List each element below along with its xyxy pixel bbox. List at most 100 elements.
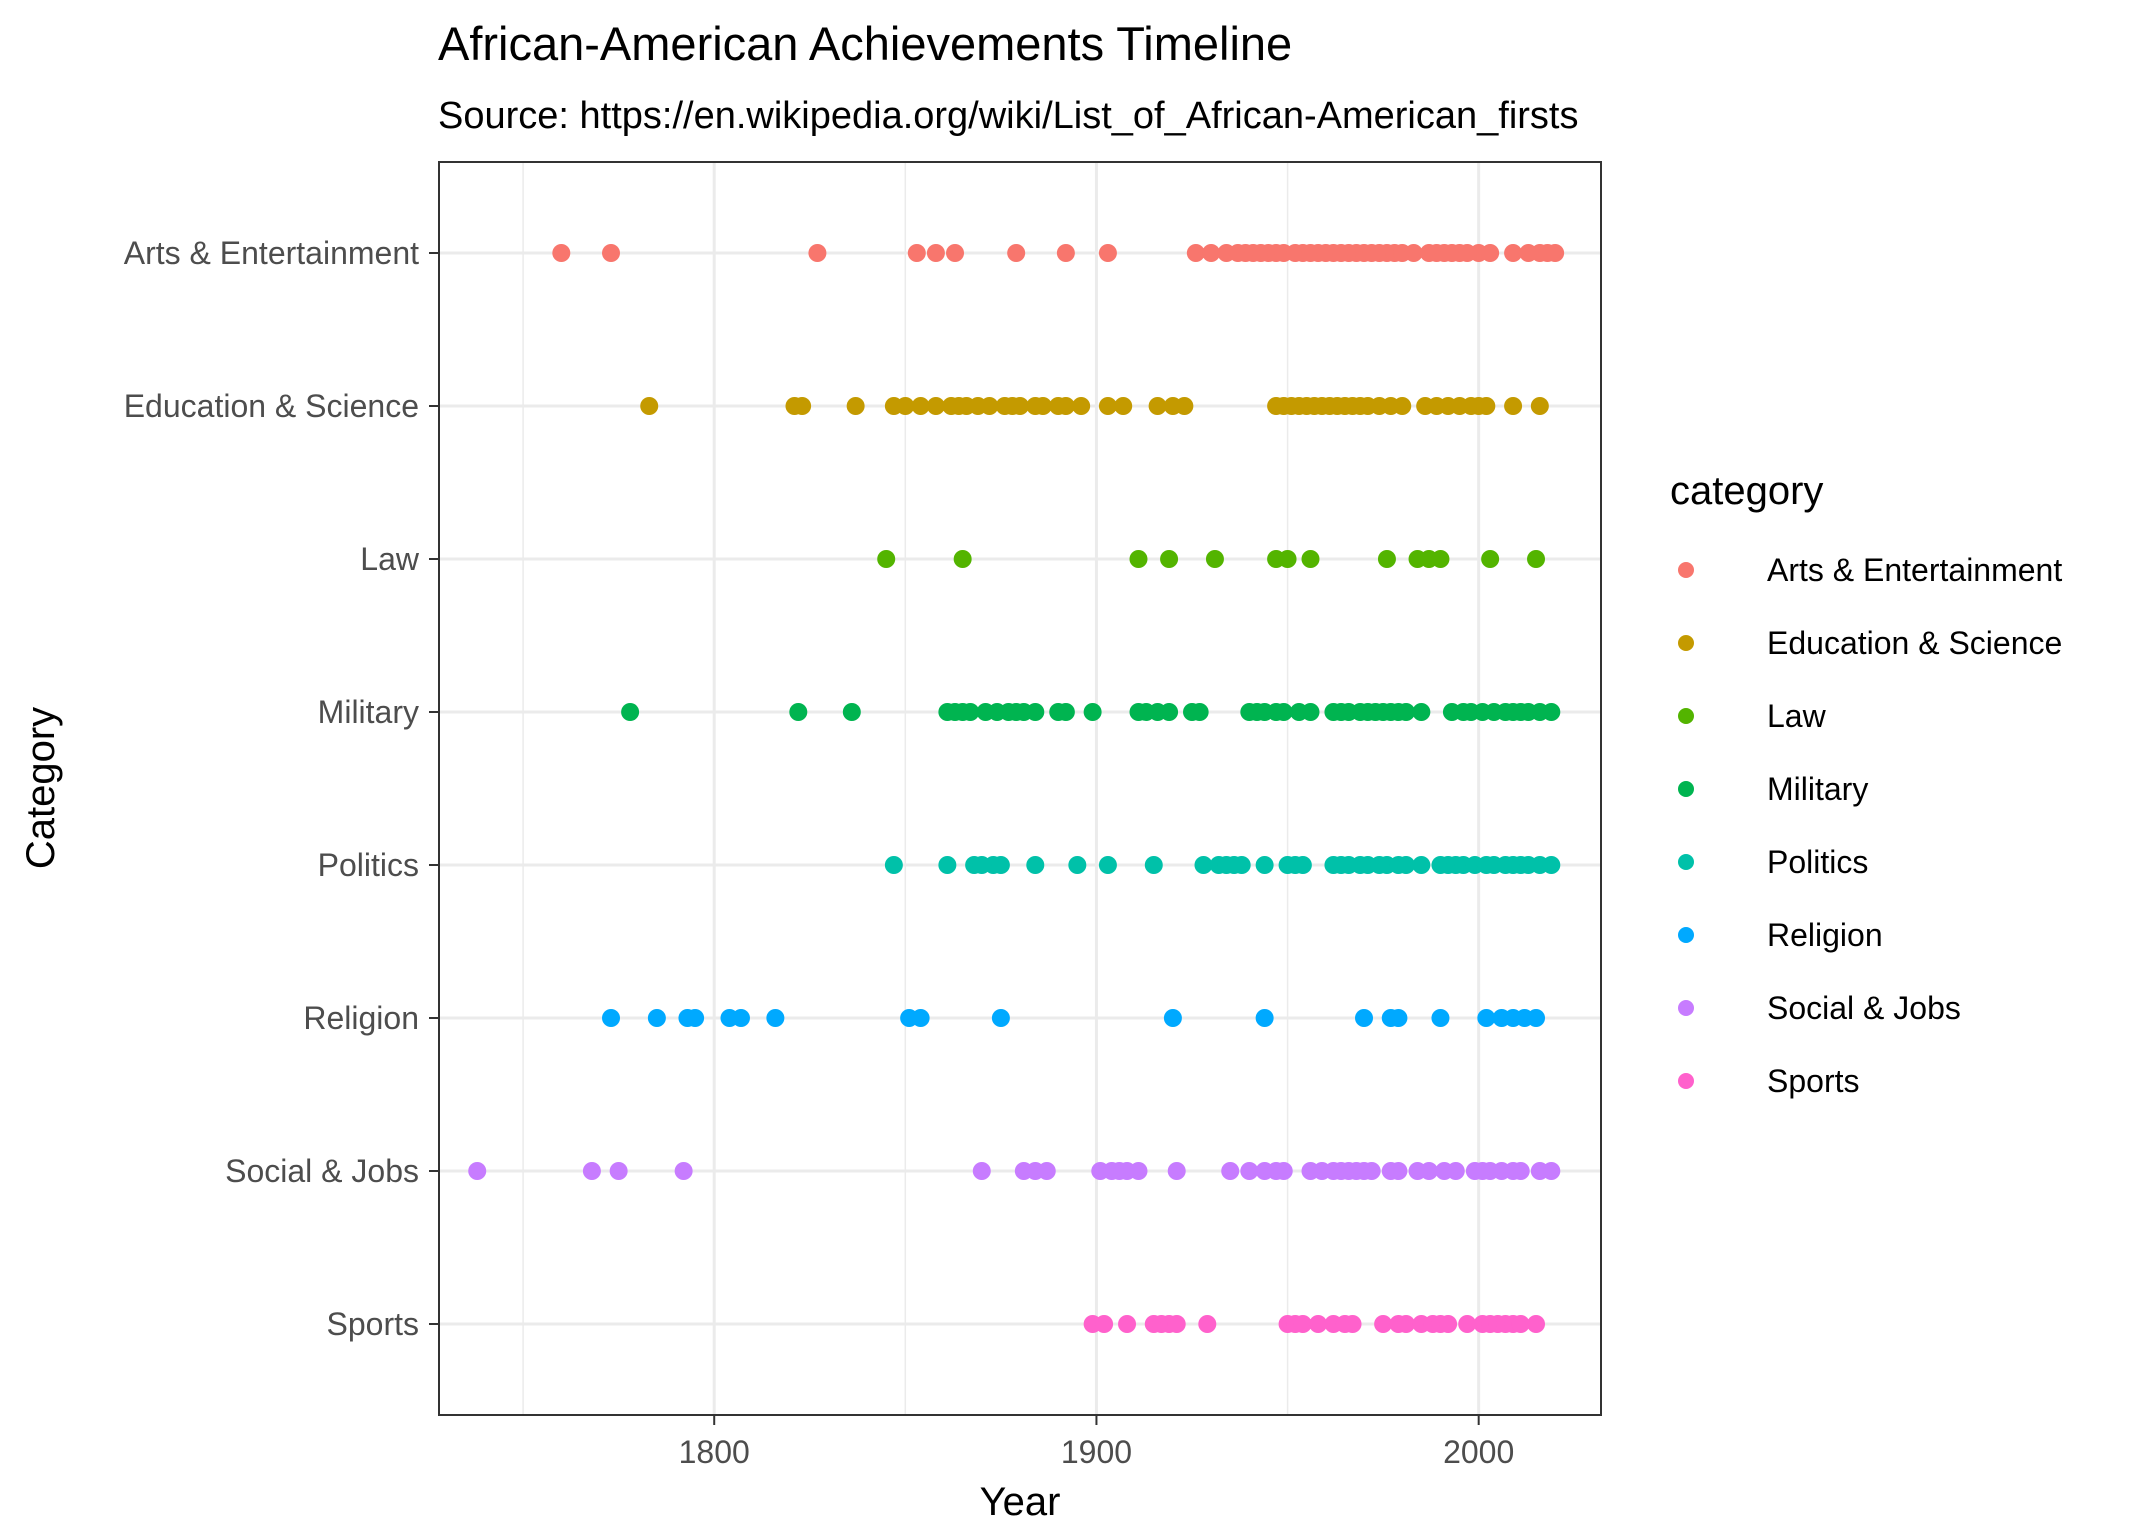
data-point (1377, 550, 1396, 568)
data-point (1404, 244, 1423, 262)
data-point (1397, 1315, 1416, 1333)
legend-label: Social & Jobs (1767, 990, 1961, 1026)
data-point (468, 1162, 487, 1180)
data-point (938, 856, 957, 874)
legend-key (1678, 854, 1694, 870)
data-point (1056, 244, 1075, 262)
data-point (961, 703, 980, 721)
legend-key (1678, 635, 1694, 651)
legend-key (1678, 708, 1694, 724)
legend-label: Arts & Entertainment (1767, 552, 2062, 588)
y-tick-label: Education & Science (124, 388, 419, 424)
data-point (1095, 1315, 1114, 1333)
data-point (1129, 1162, 1148, 1180)
chart-subtitle: Source: https://en.wikipedia.org/wiki/Li… (438, 95, 1578, 137)
data-point (1542, 856, 1561, 874)
data-point (926, 397, 945, 415)
legend-label: Politics (1767, 844, 1868, 880)
data-point (1527, 550, 1546, 568)
data-point (1389, 1009, 1408, 1027)
legend: category Arts & Entertainment Education &… (1670, 469, 2062, 1099)
data-point (602, 1009, 621, 1027)
data-point (1393, 397, 1412, 415)
data-point (926, 244, 945, 262)
x-tick-label: 1900 (1061, 1434, 1132, 1470)
data-point (1240, 1162, 1259, 1180)
data-point (1274, 703, 1293, 721)
data-point (1511, 1315, 1530, 1333)
data-point (953, 550, 972, 568)
legend-key (1678, 1000, 1694, 1016)
data-point (877, 550, 896, 568)
data-point (896, 397, 915, 415)
data-point (1301, 550, 1320, 568)
data-point (1511, 1162, 1530, 1180)
data-point (1148, 397, 1167, 415)
data-point (640, 397, 659, 415)
y-axis-label: Category (19, 707, 63, 869)
x-axis: 1800 1900 2000 (679, 1415, 1514, 1470)
data-point (1255, 1009, 1274, 1027)
data-point (842, 703, 861, 721)
data-point (911, 1009, 930, 1027)
legend-title: category (1670, 469, 1823, 513)
data-point (1527, 1009, 1546, 1027)
data-point (1056, 397, 1075, 415)
y-tick-label: Military (318, 694, 419, 730)
data-point (1072, 397, 1091, 415)
data-point (1098, 244, 1117, 262)
data-point (1477, 1009, 1496, 1027)
data-point (1160, 703, 1179, 721)
data-point (1163, 1009, 1182, 1027)
legend-key (1678, 562, 1694, 578)
data-point (1026, 703, 1045, 721)
data-point (808, 244, 827, 262)
data-point (1202, 244, 1221, 262)
y-tick-label: Politics (318, 847, 419, 883)
data-point (1504, 397, 1523, 415)
data-point (1167, 1162, 1186, 1180)
legend-key (1678, 1073, 1694, 1089)
data-point (991, 856, 1010, 874)
data-point (1129, 550, 1148, 568)
data-point (1412, 703, 1431, 721)
data-point (911, 397, 930, 415)
data-point (846, 397, 865, 415)
data-point (1144, 856, 1163, 874)
data-point (1098, 397, 1117, 415)
data-point (1083, 703, 1102, 721)
data-point (647, 1009, 666, 1027)
data-point (582, 1162, 601, 1180)
data-point (1167, 1315, 1186, 1333)
data-point (789, 703, 808, 721)
x-tick-label: 2000 (1443, 1434, 1514, 1470)
data-point (1175, 397, 1194, 415)
data-point (674, 1162, 693, 1180)
data-point (793, 397, 812, 415)
data-point (1397, 703, 1416, 721)
data-point (602, 244, 621, 262)
data-point (1114, 397, 1133, 415)
data-point (1232, 856, 1251, 874)
data-point (552, 244, 571, 262)
legend-key (1678, 927, 1694, 943)
data-point (946, 244, 965, 262)
data-point (991, 1009, 1010, 1027)
plot-panel (438, 161, 1602, 1416)
data-point (1397, 856, 1416, 874)
data-point (1160, 550, 1179, 568)
y-tick-label: Religion (303, 1000, 419, 1036)
y-tick-label: Social & Jobs (225, 1153, 419, 1189)
data-point (1026, 856, 1045, 874)
data-point (1362, 1162, 1381, 1180)
data-point (1309, 1315, 1328, 1333)
legend-label: Military (1767, 771, 1868, 807)
data-point (884, 856, 903, 874)
x-axis-label: Year (980, 1480, 1061, 1524)
data-point (1205, 550, 1224, 568)
y-tick-label: Arts & Entertainment (124, 235, 419, 271)
legend-label: Religion (1767, 917, 1883, 953)
data-point (980, 397, 999, 415)
x-tick-label: 1800 (679, 1434, 750, 1470)
data-point (1118, 1315, 1137, 1333)
